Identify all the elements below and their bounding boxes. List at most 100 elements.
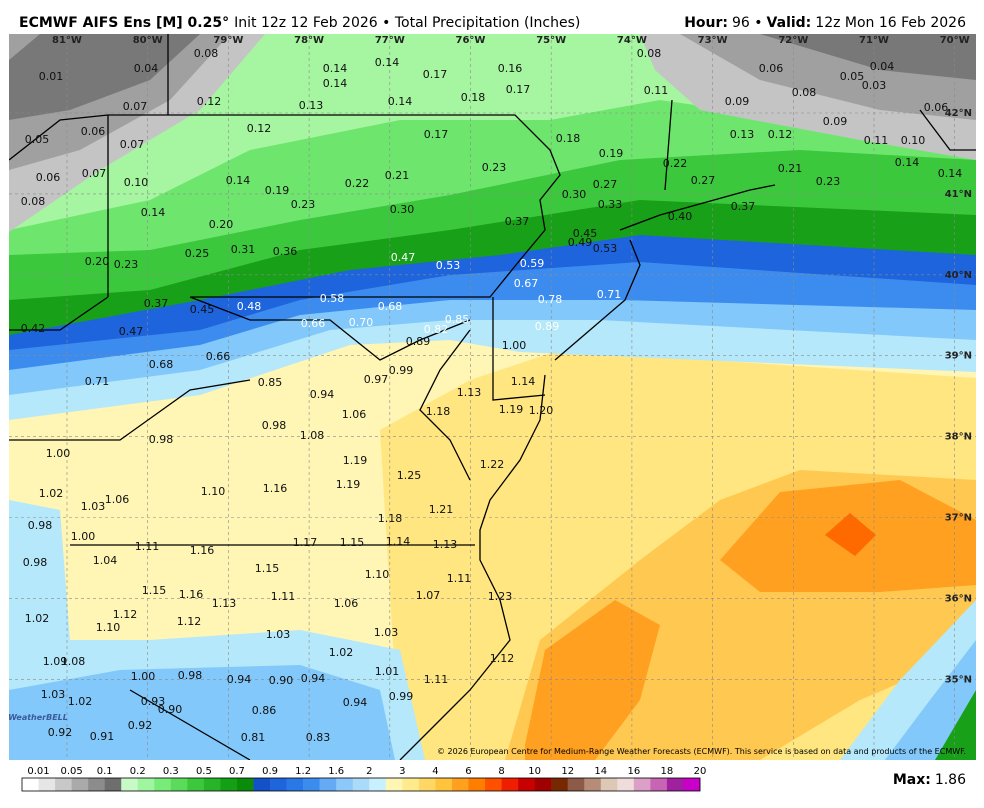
point-value: 0.12 xyxy=(768,128,793,141)
colorbar-swatch xyxy=(418,778,436,791)
attribution: © 2026 European Centre for Medium-Range … xyxy=(437,747,966,756)
point-value: 0.30 xyxy=(390,203,415,216)
colorbar-swatch xyxy=(187,778,205,791)
point-value: 0.12 xyxy=(197,95,222,108)
point-value: 1.06 xyxy=(342,408,367,421)
colorbar-swatch xyxy=(270,778,287,791)
point-value: 1.16 xyxy=(179,588,204,601)
point-value: 1.12 xyxy=(490,652,515,665)
point-value: 0.08 xyxy=(194,47,219,60)
point-value: 0.68 xyxy=(378,300,403,313)
point-value: 0.85 xyxy=(258,376,283,389)
colorbar-frame xyxy=(21,777,701,792)
point-value: 0.98 xyxy=(149,433,174,446)
point-value: 0.23 xyxy=(816,175,841,188)
point-value: 0.14 xyxy=(938,167,963,180)
point-value: 1.10 xyxy=(201,485,226,498)
point-value: 1.08 xyxy=(300,429,325,442)
point-value: 0.89 xyxy=(406,335,431,348)
longitude-label: 70°W xyxy=(940,35,970,46)
point-value: 1.11 xyxy=(135,540,160,553)
point-value: 0.86 xyxy=(252,704,277,717)
point-value: 1.00 xyxy=(131,670,156,683)
colorbar-swatch xyxy=(38,778,56,791)
point-value: 0.31 xyxy=(231,243,256,256)
colorbar-label: 0.7 xyxy=(229,766,245,777)
point-value: 1.11 xyxy=(447,572,472,585)
point-value: 1.13 xyxy=(433,538,458,551)
model: ECMWF AIFS Ens [M] 0.25° xyxy=(19,15,229,31)
point-value: 1.02 xyxy=(329,646,354,659)
colorbar-label: 10 xyxy=(528,766,541,777)
latitude-label: 41°N xyxy=(945,189,972,200)
point-value: 0.36 xyxy=(273,245,298,258)
point-value: 1.25 xyxy=(397,469,422,482)
colorbar-swatch xyxy=(71,778,89,791)
colorbar-swatch xyxy=(170,778,188,791)
point-value: 0.67 xyxy=(514,277,539,290)
colorbar-swatch xyxy=(203,778,221,791)
longitude-label: 77°W xyxy=(375,35,405,46)
point-value: 0.94 xyxy=(310,388,335,401)
point-value: 0.45 xyxy=(190,303,215,316)
point-value: 0.47 xyxy=(391,251,416,264)
point-value: 0.70 xyxy=(349,316,374,329)
point-value: 0.94 xyxy=(343,696,368,709)
point-value: 0.11 xyxy=(644,84,669,97)
header-left: ECMWF AIFS Ens [M] 0.25° Init 12z 12 Feb … xyxy=(19,15,580,31)
colorbar-swatch xyxy=(253,778,271,791)
longitude-label: 81°W xyxy=(52,35,82,46)
colorbar-swatch xyxy=(518,778,535,791)
point-value: 0.40 xyxy=(668,210,693,223)
colorbar-swatch xyxy=(88,778,105,791)
point-value: 0.14 xyxy=(226,174,251,187)
point-value: 0.11 xyxy=(864,134,889,147)
colorbar-swatch xyxy=(369,778,387,791)
point-value: 0.49 xyxy=(568,236,593,249)
logo: WeatherBELL xyxy=(8,713,68,722)
point-value: 0.14 xyxy=(323,77,348,90)
point-value: 0.81 xyxy=(241,731,266,744)
colorbar-swatch xyxy=(501,778,519,791)
point-value: 1.20 xyxy=(529,404,554,417)
valid-value: 12z Mon 16 Feb 2026 xyxy=(815,15,966,31)
longitude-label: 79°W xyxy=(213,35,243,46)
point-value: 0.78 xyxy=(538,293,563,306)
point-value: 0.37 xyxy=(505,215,530,228)
latitude-label: 37°N xyxy=(945,513,972,524)
point-value: 0.10 xyxy=(124,176,149,189)
point-value: 0.14 xyxy=(895,156,920,169)
point-value: 0.17 xyxy=(424,128,449,141)
point-value: 0.20 xyxy=(85,255,110,268)
point-value: 0.82 xyxy=(424,323,449,336)
point-value: 0.94 xyxy=(227,673,252,686)
colorbar-swatch xyxy=(55,778,72,791)
point-value: 1.21 xyxy=(429,503,454,516)
point-value: 0.71 xyxy=(597,288,622,301)
colorbar-swatch xyxy=(22,778,39,791)
longitude-label: 72°W xyxy=(778,35,808,46)
longitude-label: 80°W xyxy=(133,35,163,46)
colorbar-swatch xyxy=(435,778,453,791)
longitude-label: 71°W xyxy=(859,35,889,46)
point-value: 0.45 xyxy=(573,227,598,240)
point-value: 0.59 xyxy=(520,257,545,270)
point-value: 0.42 xyxy=(21,322,46,335)
point-value: 1.06 xyxy=(334,597,359,610)
longitude-label: 78°W xyxy=(294,35,324,46)
longitude-label: 75°W xyxy=(536,35,566,46)
point-value: 1.13 xyxy=(212,597,237,610)
point-value: 1.02 xyxy=(25,612,50,625)
point-value: 0.94 xyxy=(301,672,326,685)
point-value: 1.17 xyxy=(293,536,318,549)
colorbar-label: 14 xyxy=(594,766,607,777)
point-value: 1.18 xyxy=(378,512,403,525)
colorbar-swatch xyxy=(303,778,320,791)
colorbar-label: 0.2 xyxy=(130,766,146,777)
longitude-label: 76°W xyxy=(456,35,486,46)
latitude-label: 42°N xyxy=(945,108,972,119)
axis-labels: 81°W 80°W 79°W 78°W 77°W 76°W 75°W 74°W 73°W 72°W… xyxy=(52,35,972,685)
colorbar-swatch xyxy=(567,778,585,791)
point-value: 0.07 xyxy=(82,167,107,180)
point-value: 0.19 xyxy=(265,184,290,197)
